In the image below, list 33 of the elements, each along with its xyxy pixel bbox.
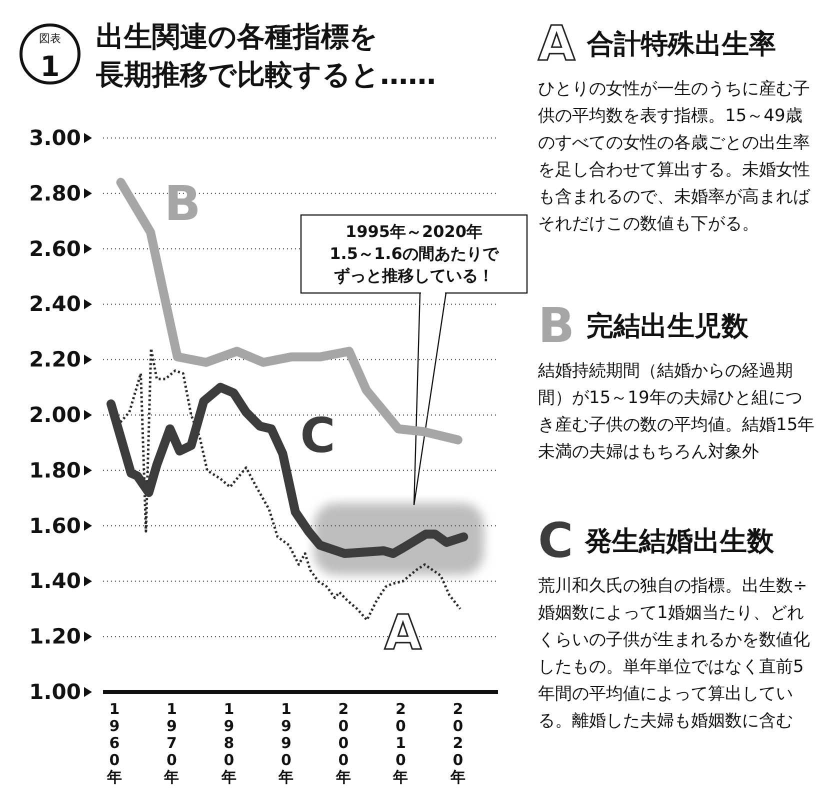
y-tick-label: 2.00 — [29, 403, 81, 427]
chart-title: 出生関連の各種指標を長期推移で比較すると…… — [96, 19, 436, 93]
text: A — [538, 16, 576, 72]
x-tick-label: 1960年 — [106, 700, 122, 786]
y-tick-label: 1.20 — [29, 624, 81, 649]
text: B — [538, 298, 575, 354]
x-tick-label: 1980年 — [220, 700, 236, 786]
y-tick-label: 3.00 — [29, 126, 81, 150]
x-tick-label: 2000年 — [334, 700, 351, 786]
text: 図表 1 — [39, 32, 61, 83]
text: 結婚持続期間（結婚からの経過期間）が15～19年の夫婦ひと組につき産む子供の数の平均値。結婚15年未満の夫婦はもちろん対象外 — [538, 360, 816, 464]
series-label: A — [384, 605, 422, 662]
text: 荒川和久氏の独自の指標。出生数÷婚姻数によって1婚姻当たり、どれくらいの子供が生まれるかを数値化したもの。単年単位ではなく直前5年間の平均値によって算出している。離婚した夫婦も婚姻数に含む — [538, 575, 811, 733]
y-tick-label: 1.40 — [29, 569, 81, 594]
y-tick-label: 2.80 — [29, 181, 81, 206]
series-label: B — [164, 176, 201, 232]
y-tick-label: 2.60 — [29, 236, 81, 261]
text: 完結出生児数 — [586, 310, 749, 344]
text: 合計特殊出生率 — [587, 28, 776, 62]
annotation: 1995年～2020年1.5～1.6の間あたりでずっと推移している！ — [330, 222, 500, 285]
x-tick-label: 2020年 — [449, 700, 466, 786]
y-tick-label: 1.60 — [29, 514, 81, 538]
text: ひとりの女性が一生のうちに産む子供の平均数を表す指標。15～49歳のすべての女性の各歳ごとの出生率を足し合わせて算出する。未婚女性も含まれるので、未婚率が高まればそれだけこの数値も下がる。 — [538, 78, 812, 236]
x-tick-label: 2010年 — [392, 700, 408, 786]
y-tick-label: 2.40 — [29, 292, 81, 316]
y-tick-label: 1.80 — [29, 458, 81, 482]
text: 発生結婚出生数 — [585, 525, 774, 559]
y-tick-label: 1.00 — [29, 680, 81, 704]
text: C — [538, 513, 574, 569]
x-tick-label: 1970年 — [163, 700, 180, 786]
series-label: C — [300, 408, 336, 464]
x-tick-label: 1990年 — [278, 700, 294, 786]
y-tick-label: 2.20 — [29, 348, 81, 372]
